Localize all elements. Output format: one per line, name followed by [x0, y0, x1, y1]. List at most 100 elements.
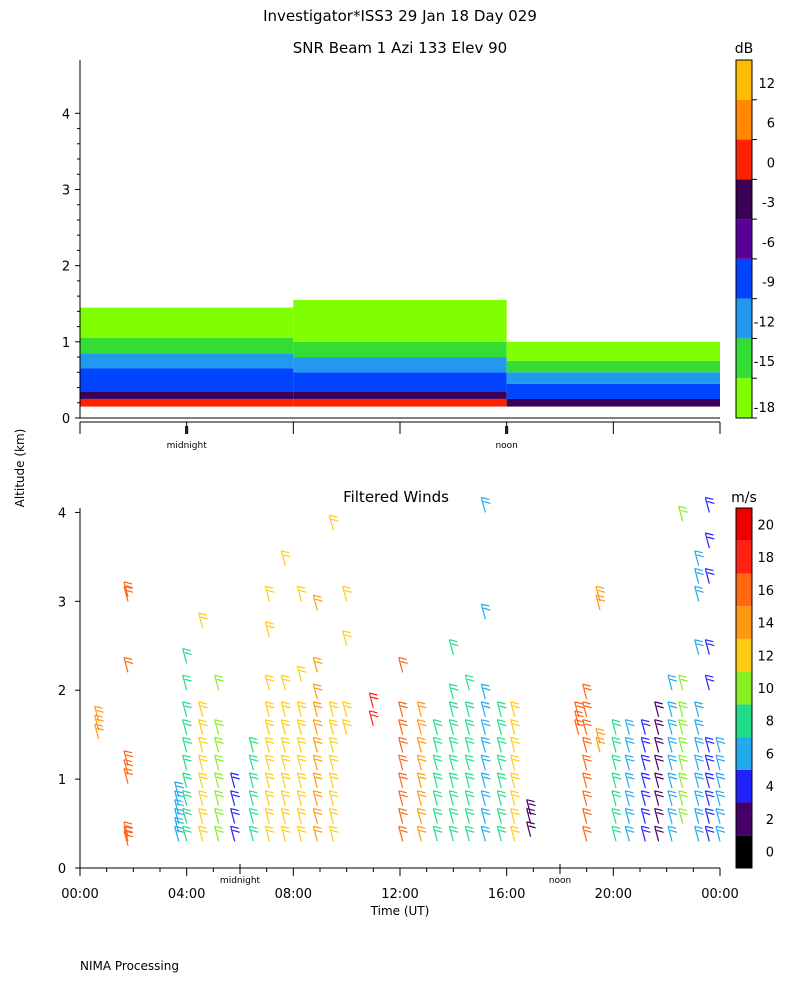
wind-barb — [198, 754, 208, 771]
wind-barb — [480, 496, 491, 513]
wind-barb — [264, 736, 275, 753]
wind-barb — [694, 825, 704, 842]
snr-band-1-layer-4 — [293, 341, 507, 358]
wind-barb — [480, 754, 491, 771]
wind-barb — [198, 719, 208, 735]
snr-colorbar-tick-label: -3 — [762, 196, 775, 211]
wind-barb — [480, 790, 491, 806]
wind-barb — [182, 754, 192, 771]
wind-barb — [123, 581, 134, 598]
snr-colorbar-tick-label: -15 — [754, 355, 775, 370]
wind-barb — [667, 790, 678, 806]
winds-colorbar-frame — [735, 507, 753, 869]
snr-band-2-layer-3 — [506, 360, 720, 373]
winds-colorbar-tick-label: 8 — [766, 715, 774, 730]
wind-barb — [312, 683, 323, 700]
wind-barb — [704, 674, 715, 691]
wind-barb — [582, 772, 592, 789]
wind-barb — [174, 825, 184, 842]
wind-barb — [198, 701, 208, 718]
wind-barb — [296, 754, 307, 771]
wind-barb — [214, 807, 224, 824]
wind-barb — [248, 790, 259, 806]
wind-barb — [694, 807, 704, 824]
wind-barb — [654, 719, 664, 735]
wind-barb — [328, 701, 339, 718]
wind-barb — [214, 772, 224, 789]
wind-barb — [640, 719, 651, 735]
wind-barb — [496, 772, 507, 789]
snr-colorbar-segment — [736, 338, 752, 379]
snr-colorbar-tick-label: -18 — [754, 401, 775, 416]
wind-barb — [704, 532, 715, 549]
wind-barb — [398, 719, 408, 735]
wind-barb — [715, 790, 726, 806]
snr-band-1-layer-1 — [293, 391, 507, 399]
snr-y-tick-label: 0 — [62, 412, 70, 427]
wind-barb — [704, 772, 715, 789]
wind-barb — [416, 807, 427, 824]
wind-barb — [595, 585, 606, 602]
wind-barb — [678, 772, 688, 789]
wind-barb — [448, 807, 459, 824]
winds-y-tick-label: 0 — [58, 862, 66, 877]
snr-colorbar: 12 6 0 -3 -6 -9 -12 -15 -18 — [735, 59, 775, 419]
winds-plot-area — [94, 496, 726, 846]
winds-time-marker-label: midnight — [220, 876, 261, 886]
wind-barb — [526, 807, 536, 824]
wind-barb — [678, 674, 688, 691]
wind-barb — [694, 754, 704, 771]
wind-barb — [214, 754, 224, 771]
wind-barb — [582, 683, 592, 700]
wind-barb — [611, 719, 622, 735]
wind-barb — [280, 754, 291, 771]
winds-time-marker-label: noon — [549, 876, 571, 886]
wind-barb — [704, 807, 715, 824]
wind-barb — [182, 807, 192, 824]
wind-barb — [432, 790, 443, 806]
snr-y-tick-label: 3 — [62, 183, 70, 198]
wind-barb — [342, 630, 352, 646]
snr-band-2-layer-2 — [506, 372, 720, 384]
wind-barb — [715, 736, 726, 753]
wind-barb — [704, 567, 715, 584]
wind-barb — [464, 825, 475, 842]
snr-band-0-layer-0 — [80, 398, 294, 407]
wind-barb — [248, 825, 259, 842]
wind-barb — [640, 754, 651, 771]
wind-barb — [416, 719, 427, 735]
wind-barb — [704, 736, 715, 753]
wind-barb — [342, 701, 352, 718]
wind-barb — [582, 807, 592, 824]
wind-barb — [312, 825, 323, 842]
wind-barb — [704, 754, 715, 771]
wind-barb — [416, 736, 427, 753]
winds-x-tick-label: 04:00 — [168, 887, 205, 902]
winds-colorbar-segment — [736, 638, 752, 672]
winds-x-tick-label: 20:00 — [595, 887, 632, 902]
wind-barb — [432, 754, 443, 771]
wind-barb — [312, 656, 323, 673]
wind-barb — [624, 754, 635, 771]
wind-barb — [667, 772, 678, 789]
wind-barb — [510, 772, 520, 789]
snr-colorbar-tick-label: -9 — [762, 276, 775, 291]
snr-colorbar-segment — [736, 378, 752, 418]
wind-barb — [496, 719, 507, 735]
wind-barb — [694, 772, 704, 789]
wind-barb — [398, 656, 408, 673]
wind-barb — [694, 736, 704, 753]
wind-barb — [368, 710, 379, 726]
winds-colorbar-segment — [736, 704, 752, 738]
wind-barb — [582, 719, 592, 735]
wind-barb — [264, 807, 275, 824]
wind-barb — [432, 825, 443, 842]
winds-colorbar-segment — [736, 769, 752, 803]
wind-barb — [624, 772, 635, 789]
wind-barb — [230, 807, 240, 824]
winds-y-tick-label: 3 — [58, 595, 66, 610]
wind-barb — [510, 736, 520, 753]
snr-colorbar-tick-label: 12 — [758, 77, 775, 92]
snr-colorbar-segment — [736, 219, 752, 259]
